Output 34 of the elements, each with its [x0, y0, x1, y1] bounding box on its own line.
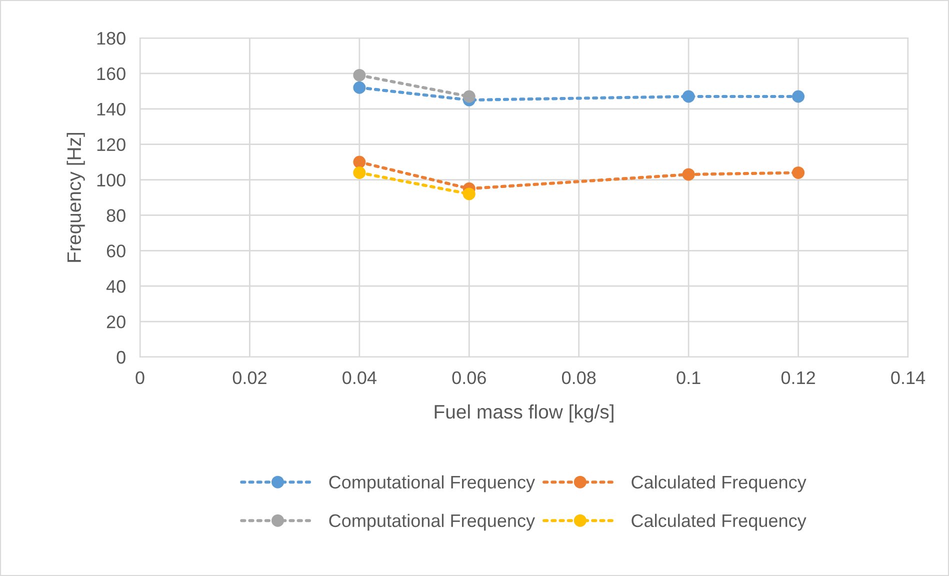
y-tick-label: 120 [97, 138, 126, 152]
legend-label: Calculated Frequency [632, 514, 806, 531]
x-tick-label: 0.06 [452, 371, 486, 384]
y-tick-label: 100 [97, 174, 126, 186]
y-tick-label: 0 [116, 350, 126, 364]
point [353, 156, 366, 168]
x-tick-label: 0 [136, 371, 144, 384]
point [792, 166, 805, 179]
point [682, 168, 695, 181]
point [682, 90, 695, 103]
x-tick-label: 0.08 [562, 371, 596, 384]
point [462, 188, 476, 200]
point [353, 166, 366, 179]
y-tick-label: 180 [97, 32, 126, 45]
x-tick-label: 0.02 [232, 371, 266, 384]
x-axis-title: Fuel mass flow [kg/s] [434, 404, 614, 423]
y-tick-label: 140 [97, 102, 126, 116]
x-tick-label: 0.14 [891, 371, 926, 384]
y-axis-title: Frequency [Hz] [66, 132, 85, 262]
legend-label: Calculated Frequency [632, 475, 806, 492]
y-tick-label: 20 [106, 315, 126, 328]
legend-label: Computational Frequency [329, 514, 536, 531]
x-tick-label: 0.12 [781, 371, 815, 384]
x-tick-label: 0.1 [676, 371, 700, 384]
y-tick-label: 40 [106, 280, 126, 293]
point [353, 68, 366, 82]
point [462, 90, 476, 103]
y-tick-label: 160 [97, 67, 126, 80]
legend-label: Computational Frequency [329, 475, 536, 492]
y-tick-label: 80 [106, 209, 126, 222]
y-tick-label: 60 [106, 244, 126, 258]
point [792, 90, 805, 103]
x-tick-label: 0.04 [342, 371, 376, 384]
point [353, 81, 366, 94]
